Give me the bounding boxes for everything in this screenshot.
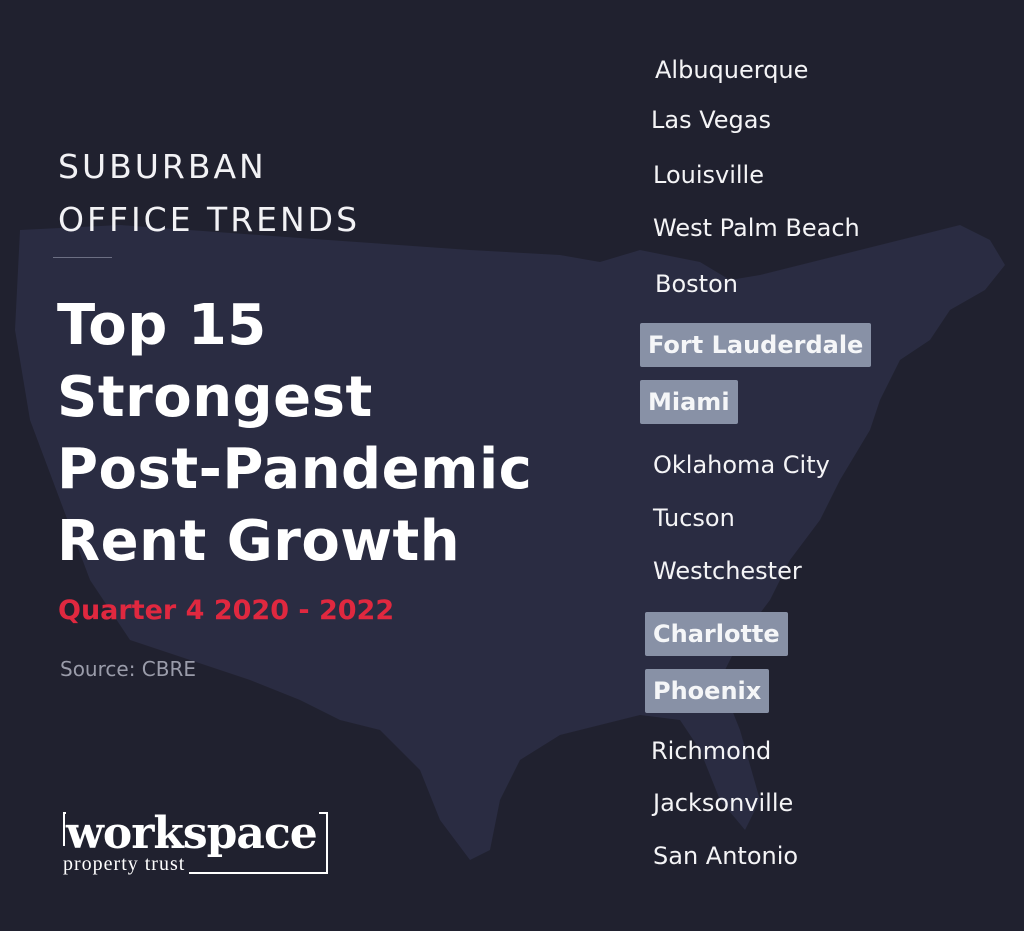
title-line: Strongest	[57, 365, 373, 430]
workspace-logo: workspace property trust	[63, 808, 328, 874]
subtitle-period: Quarter 4 2020 - 2022	[58, 595, 395, 626]
logo-subtext: property trust	[63, 854, 190, 874]
kicker-line: OFFICE TRENDS	[58, 200, 361, 239]
city-item: Boston	[655, 270, 738, 298]
city-item: Louisville	[653, 161, 764, 189]
logo-frame-left	[63, 812, 65, 846]
city-item: Albuquerque	[655, 56, 809, 84]
city-item: Richmond	[651, 737, 772, 765]
city-item: Tucson	[653, 504, 735, 532]
divider	[53, 257, 112, 258]
city-item-highlighted: Phoenix	[645, 669, 770, 713]
city-item: Las Vegas	[651, 106, 771, 134]
city-item: West Palm Beach	[653, 214, 860, 242]
source-note: Source: CBRE	[60, 657, 197, 681]
logo-word: workspace	[66, 808, 319, 859]
section-kicker: SUBURBAN OFFICE TRENDS	[58, 140, 360, 246]
city-item-highlighted: Fort Lauderdale	[640, 323, 872, 367]
title-line: Top 15	[57, 293, 267, 358]
city-item: Oklahoma City	[653, 451, 830, 479]
title-line: Rent Growth	[57, 509, 461, 574]
city-item: Westchester	[653, 557, 802, 585]
city-item: Jacksonville	[653, 789, 794, 817]
city-item-highlighted: Charlotte	[645, 612, 788, 656]
page-title: Top 15 Strongest Post-Pandemic Rent Grow…	[57, 290, 532, 578]
city-item: San Antonio	[653, 842, 799, 870]
title-line: Post-Pandemic	[57, 437, 533, 502]
kicker-line: SUBURBAN	[58, 147, 267, 186]
city-item-highlighted: Miami	[640, 380, 738, 424]
